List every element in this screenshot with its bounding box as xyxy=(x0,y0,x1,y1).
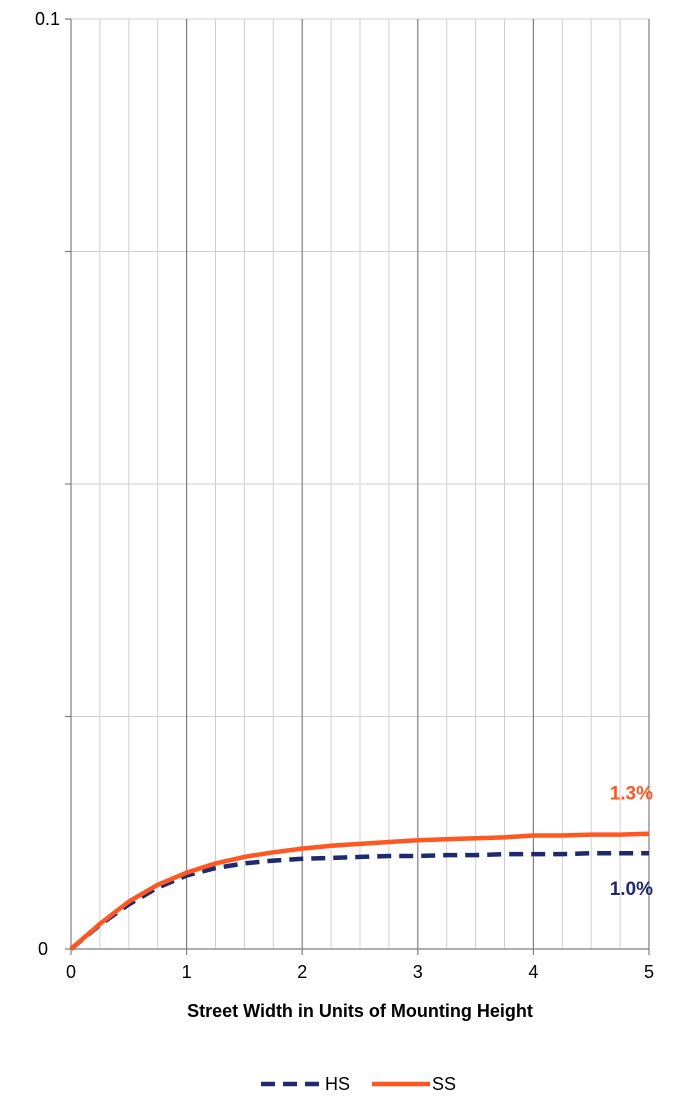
x-axis-label: Street Width in Units of Mounting Height xyxy=(187,1001,533,1021)
x-tick-label: 1 xyxy=(182,962,192,982)
legend-label-ss: SS xyxy=(432,1074,456,1094)
legend-label-hs: HS xyxy=(325,1074,350,1094)
x-tick-label: 0 xyxy=(66,962,76,982)
y-tick-label: 0.1 xyxy=(35,9,60,29)
series-end-label-hs: 1.0% xyxy=(610,879,653,900)
grid xyxy=(71,18,650,949)
series-line-hs xyxy=(69,850,649,951)
x-tick-label: 2 xyxy=(297,962,307,982)
series-line-ss xyxy=(69,831,650,951)
x-tick-label: 3 xyxy=(413,962,423,982)
series-layer xyxy=(69,831,650,951)
y-tick-label: 0 xyxy=(38,939,48,959)
legend: HS SS xyxy=(261,1074,456,1094)
series-end-label-ss: 1.3% xyxy=(610,784,653,805)
x-tick-label: 5 xyxy=(644,962,654,982)
axes xyxy=(65,18,650,955)
labels: 0 1 2 3 4 5 0 0.1 1.3% 1.0% xyxy=(35,9,654,982)
x-tick-label: 4 xyxy=(528,962,538,982)
